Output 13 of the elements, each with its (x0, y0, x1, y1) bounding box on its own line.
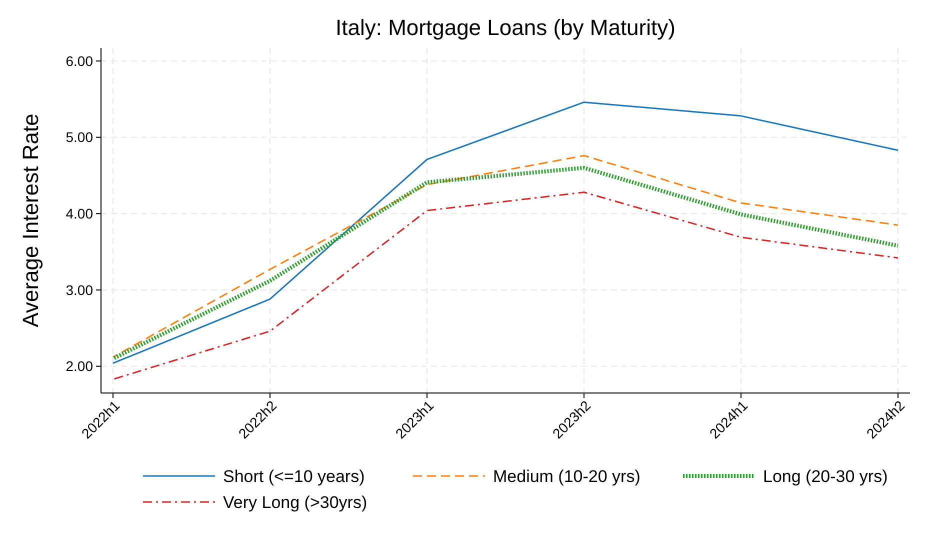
y-tick-label: 2.00 (66, 358, 94, 374)
y-tick-label: 4.00 (66, 206, 94, 222)
legend-label: Medium (10-20 yrs) (493, 466, 640, 486)
line-series (112, 192, 899, 380)
y-tick-label: 6.00 (66, 52, 94, 69)
line-series (112, 101, 899, 364)
y-tick-label: 3.00 (66, 282, 94, 298)
legend-label: Short (<=10 years) (223, 466, 365, 486)
legend-label: Long (20-30 yrs) (763, 466, 888, 486)
legend-label: Very Long (>30yrs) (223, 492, 368, 512)
y-axis-title: Average Interest Rate (18, 114, 43, 328)
chart-title: Italy: Mortgage Loans (by Maturity) (336, 15, 676, 40)
y-tick-label: 5.00 (66, 129, 94, 146)
